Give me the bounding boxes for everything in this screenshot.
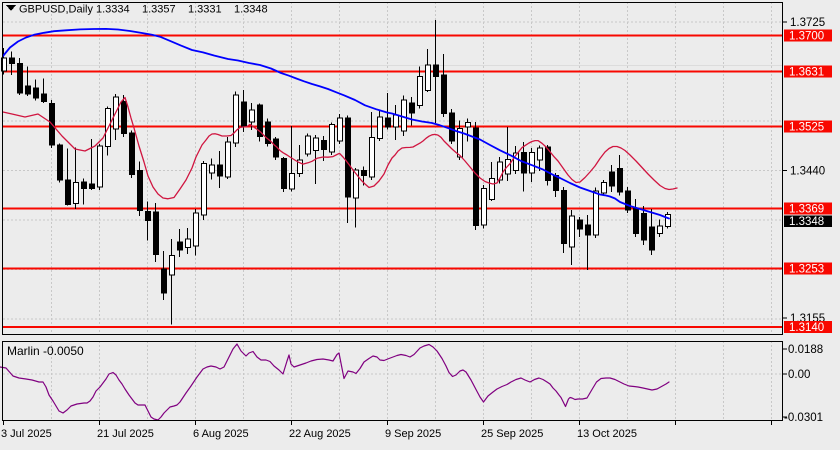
svg-text:0.0188: 0.0188 [788, 344, 823, 356]
svg-text:1.3348: 1.3348 [789, 216, 824, 228]
svg-text:1.3631: 1.3631 [789, 67, 824, 79]
svg-text:21 Jul 2025: 21 Jul 2025 [97, 428, 154, 440]
svg-text:Marlin -0.0050: Marlin -0.0050 [7, 344, 84, 358]
svg-text:GBPUSD,Daily: GBPUSD,Daily [19, 4, 93, 16]
svg-text:13 Oct 2025: 13 Oct 2025 [577, 428, 637, 440]
svg-text:22 Aug 2025: 22 Aug 2025 [289, 428, 351, 440]
svg-text:25 Sep 2025: 25 Sep 2025 [481, 428, 543, 440]
svg-text:1.3348: 1.3348 [234, 4, 268, 16]
svg-text:1.3334: 1.3334 [96, 4, 130, 16]
svg-text:-0.0301: -0.0301 [784, 412, 823, 424]
svg-text:3 Jul 2025: 3 Jul 2025 [1, 428, 52, 440]
svg-text:9 Sep 2025: 9 Sep 2025 [385, 428, 441, 440]
svg-text:1.3700: 1.3700 [789, 31, 824, 43]
svg-text:1.3140: 1.3140 [789, 322, 824, 334]
svg-text:1.3331: 1.3331 [188, 4, 222, 16]
svg-text:1.3253: 1.3253 [789, 264, 824, 276]
svg-text:1.3525: 1.3525 [789, 122, 824, 134]
svg-text:1.3725: 1.3725 [790, 17, 825, 29]
svg-text:1.3440: 1.3440 [790, 166, 825, 178]
svg-text:6 Aug 2025: 6 Aug 2025 [193, 428, 249, 440]
svg-text:1.3369: 1.3369 [789, 204, 824, 216]
svg-text:1.3357: 1.3357 [142, 4, 176, 16]
svg-text:0.00: 0.00 [788, 369, 810, 381]
